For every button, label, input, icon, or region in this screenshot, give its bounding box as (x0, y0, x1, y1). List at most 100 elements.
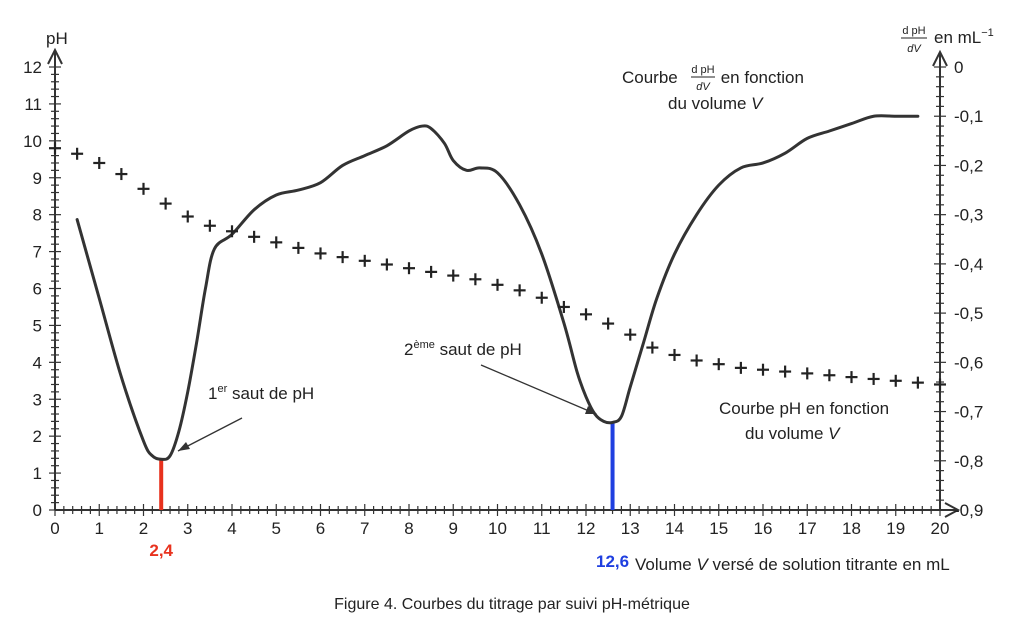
ph-point (93, 156, 106, 169)
y-right-tick-label: -0,6 (954, 353, 983, 372)
ph-point (934, 378, 946, 391)
x-tick-label: 8 (404, 519, 413, 538)
jump1-num: 1 (208, 384, 217, 403)
y-left-tick-label: 10 (23, 132, 42, 151)
annotation-jump-1: 1er saut de pH (177, 383, 314, 452)
x-tick-label: 13 (621, 519, 640, 538)
y-left-tick-label: 0 (33, 501, 42, 520)
svg-text:du volume V: du volume V (668, 94, 764, 113)
x-axis-label-var: V (696, 555, 709, 574)
ph-point (580, 308, 592, 321)
ph-point (557, 300, 570, 313)
ph-point (115, 168, 128, 181)
ph-point (513, 284, 526, 297)
x-tick-label: 5 (272, 519, 281, 538)
ph-point (425, 265, 438, 278)
x-tick-label: 1 (95, 519, 104, 538)
ph-point (823, 369, 836, 382)
svg-text:1er saut de pH: 1er saut de pH (208, 383, 314, 403)
svg-text:2ème saut de pH: 2ème saut de pH (404, 339, 522, 359)
equivalence-lines (159, 422, 615, 510)
ph-point (447, 269, 460, 282)
ticks (49, 66, 946, 516)
ph-point (911, 376, 924, 389)
x-tick-label: 3 (183, 519, 192, 538)
y-left-tick-label: 5 (33, 316, 42, 335)
ph-point (292, 241, 305, 254)
x-tick-label: 20 (931, 519, 950, 538)
annotation-derivative-line2: du volume (668, 94, 751, 113)
ph-point (845, 371, 858, 384)
y-left-tick-label: 11 (24, 95, 42, 114)
y-right-label-den: dV (907, 43, 922, 55)
ph-point (801, 367, 814, 380)
y-left-tick-label: 12 (23, 58, 42, 77)
ph-point (403, 262, 415, 275)
ph-point (226, 225, 238, 238)
ph-point (779, 365, 792, 378)
annotation-derivative-curve: Courbe d pH dV en fonction du volume V (622, 64, 804, 113)
ph-point (336, 251, 349, 264)
derivative-curve-line (75, 114, 920, 461)
annotation-ph-line2: du volume (745, 424, 828, 443)
ph-point (203, 219, 216, 232)
series-derivative (75, 114, 920, 461)
ph-point (757, 363, 769, 376)
y-left-tick-label: 3 (33, 390, 42, 409)
ph-point (248, 230, 261, 243)
svg-text:du volume V: du volume V (745, 424, 841, 443)
x-axis-label-suffix: versé de solution titrante en mL (708, 555, 950, 574)
ph-point (646, 341, 659, 354)
figure-caption: Figure 4. Courbes du titrage par suivi p… (334, 596, 690, 613)
ph-point (668, 348, 681, 361)
ph-point (469, 273, 482, 286)
y-left-tick-label: 9 (33, 169, 42, 188)
y-left-tick-label: 7 (33, 243, 42, 262)
equivalence-2-label: 12,6 (596, 552, 629, 571)
ph-point (734, 361, 747, 374)
titration-chart: 0 1 2 3 4 5 6 7 8 9 10 11 12 13 14 15 16 17 18 19 2001234567… (23, 25, 994, 574)
svg-text:Volume V versé de solution tit: Volume V versé de solution titrante en m… (635, 555, 950, 574)
ph-point (491, 278, 504, 291)
annotation-derivative-suffix: en fonction (716, 68, 804, 87)
y-left-tick-label: 8 (33, 206, 42, 225)
annotation-ph-line1: Courbe pH en fonction (719, 399, 889, 418)
jump2-text: saut de pH (435, 340, 522, 359)
x-tick-label: 7 (360, 519, 369, 538)
jump1-text: saut de pH (227, 384, 314, 403)
annotation-derivative-line2-var: V (751, 94, 764, 113)
y-left-axis-arrow (47, 47, 63, 65)
x-axis-arrow (944, 502, 961, 518)
y-left-tick-label: 2 (33, 427, 42, 446)
x-tick-label: 10 (488, 519, 507, 538)
y-right-tick-label: -0,1 (954, 107, 983, 126)
y-right-axis-arrow (932, 49, 948, 67)
svg-text:en mL−1: en mL−1 (934, 27, 994, 47)
y-right-label-unit-exp: −1 (981, 27, 994, 39)
tick-labels: 0 1 2 3 4 5 6 7 8 9 10 11 12 13 14 15 16 17 18 19 2001234567… (23, 58, 983, 538)
ph-point (690, 354, 703, 367)
ph-point (137, 182, 150, 195)
x-tick-label: 6 (316, 519, 325, 538)
y-right-tick-label: -0,2 (954, 156, 983, 175)
y-right-tick-label: -0,3 (954, 206, 983, 225)
x-tick-label: 16 (754, 519, 773, 538)
ph-point (380, 258, 393, 271)
ph-point (889, 374, 902, 387)
x-tick-label: 14 (665, 519, 684, 538)
jump2-num: 2 (404, 340, 413, 359)
x-tick-label: 9 (449, 519, 458, 538)
jump2-sup: ème (413, 339, 434, 351)
ph-point (270, 236, 283, 249)
ph-point (49, 142, 61, 155)
x-tick-label: 17 (798, 519, 817, 538)
annotation-derivative-num: d pH (691, 64, 714, 76)
y-right-tick-label: -0,4 (954, 255, 983, 274)
x-tick-label: 19 (886, 519, 905, 538)
ph-point (602, 317, 615, 330)
equivalence-1-label: 2,4 (149, 541, 173, 560)
ph-point (314, 247, 327, 260)
y-right-tick-label: -0,5 (954, 304, 983, 323)
y-right-tick-label: -0,9 (954, 501, 983, 520)
x-tick-label: 18 (842, 519, 861, 538)
